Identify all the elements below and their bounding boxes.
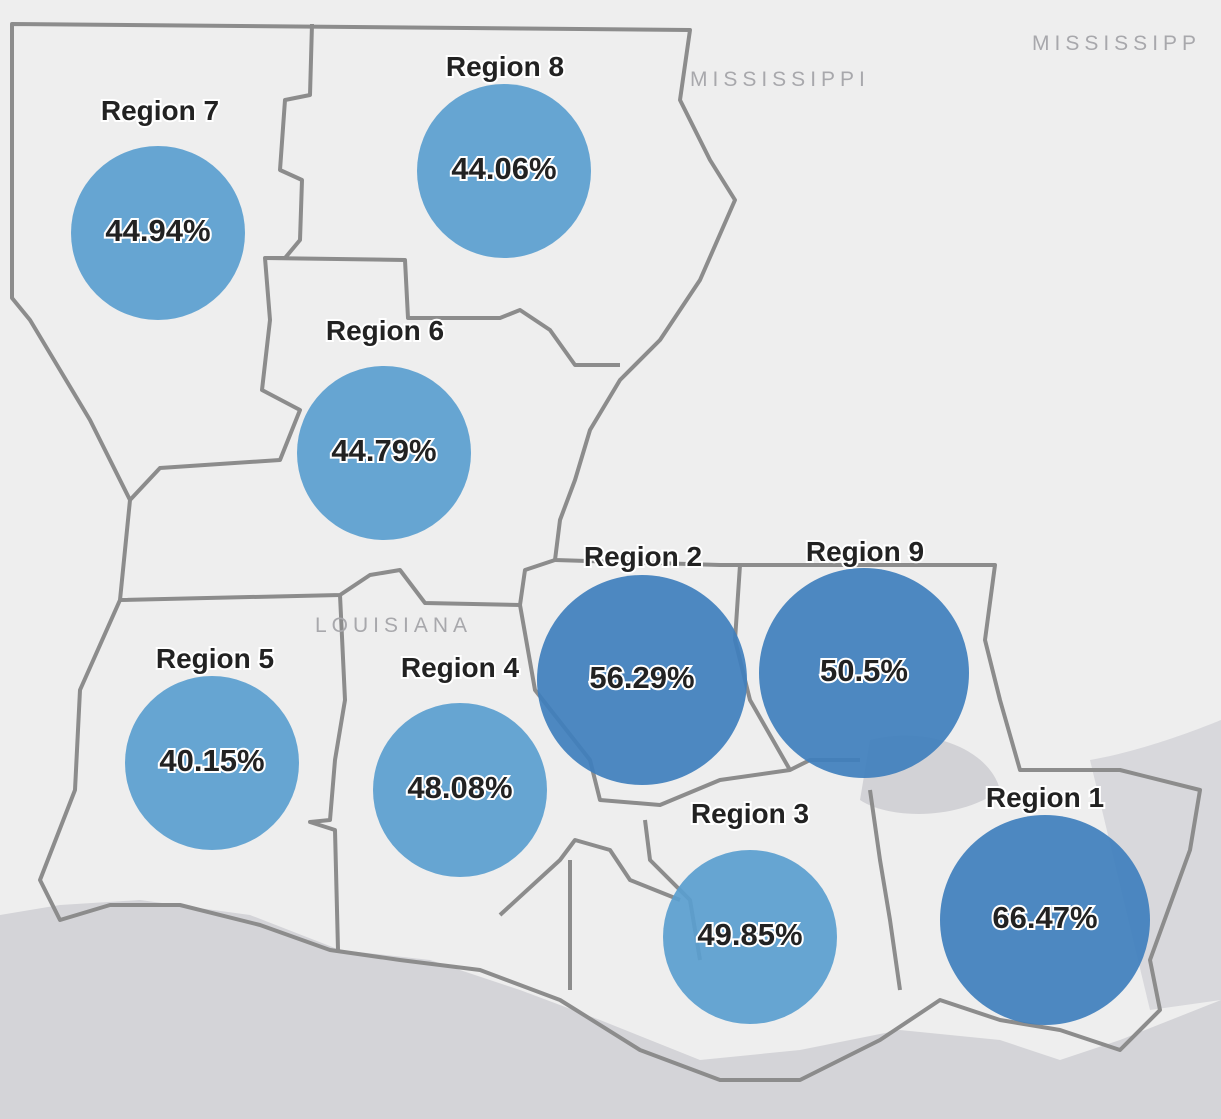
region-bubble — [373, 703, 547, 877]
region-name: Region 8 — [446, 51, 564, 82]
place-label: MISSISSIPPI — [690, 68, 870, 91]
region-value: 66.47% — [992, 900, 1097, 935]
region-name: Region 6 — [326, 315, 444, 346]
region-border — [264, 256, 620, 367]
region-name: Region 2 — [584, 541, 702, 572]
region-border — [868, 789, 902, 991]
region-bubble — [537, 575, 747, 785]
region-bubble — [125, 676, 299, 850]
region-value: 49.85% — [697, 917, 802, 952]
place-label: MISSISSIPP — [1032, 32, 1201, 55]
region-value: 44.06% — [451, 151, 556, 186]
region-name: Region 9 — [806, 536, 924, 567]
region-bubble — [417, 84, 591, 258]
region-value: 44.79% — [331, 433, 436, 468]
region-name: Region 3 — [691, 798, 809, 829]
region-name: Region 1 — [986, 782, 1104, 813]
region-name: Region 7 — [101, 95, 219, 126]
region-value: 40.15% — [159, 743, 264, 778]
place-label: LOUISIANA — [315, 614, 472, 637]
region-bubble — [759, 568, 969, 778]
region-value: 56.29% — [589, 660, 694, 695]
region-border — [119, 558, 556, 607]
region-value: 44.94% — [105, 213, 210, 248]
region-name: Region 4 — [401, 652, 520, 683]
region-name: Region 5 — [156, 643, 274, 674]
region-value: 50.5% — [820, 653, 908, 688]
state-outline — [10, 22, 1202, 1082]
water — [1090, 720, 1221, 1010]
region-bubble — [663, 850, 837, 1024]
region-bubble — [940, 815, 1150, 1025]
region-border — [308, 594, 347, 951]
region-border — [498, 838, 681, 917]
region-bubble — [71, 146, 245, 320]
region-value: 48.08% — [407, 770, 512, 805]
region-bubble — [297, 366, 471, 540]
gulf-water — [0, 900, 1221, 1119]
